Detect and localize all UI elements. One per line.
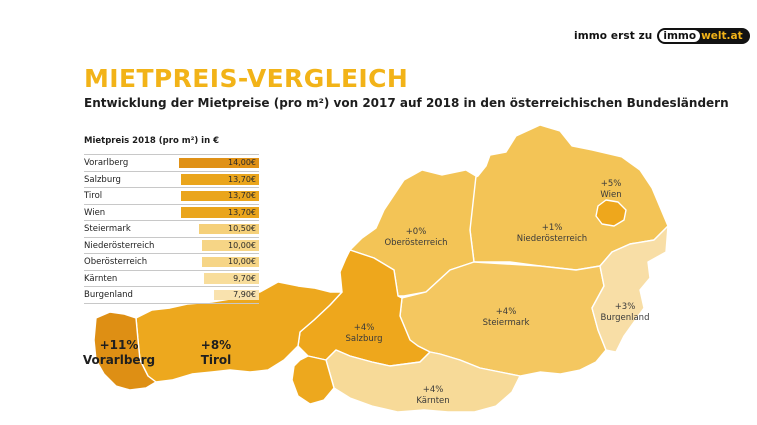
legend-bar: 13,70€ xyxy=(181,190,259,201)
label-name: Burgenland xyxy=(600,313,650,323)
legend-price-value: 13,70€ xyxy=(228,207,256,217)
legend-bar: 14,00€ xyxy=(179,157,259,168)
label-oberoesterreich: +0% Oberösterreich xyxy=(384,227,447,249)
label-name: Vorarlberg xyxy=(82,353,156,367)
legend-row: Salzburg 13,70€ xyxy=(84,172,259,188)
legend-price-value: 14,00€ xyxy=(228,158,256,167)
region-burgenland xyxy=(591,225,669,353)
region-vorarlberg xyxy=(93,311,157,391)
legend-region-name: Niederösterreich xyxy=(84,240,155,251)
label-change: +3% xyxy=(614,302,636,312)
legend-row: Tirol 13,70€ xyxy=(84,188,259,205)
region-kaernten xyxy=(325,349,521,413)
label-salzburg: +4% Salzburg xyxy=(346,323,383,345)
region-oberoesterreich xyxy=(349,169,477,297)
legend-region-name: Burgenland xyxy=(84,290,133,300)
legend-price-value: 13,70€ xyxy=(228,191,256,200)
legend-region-name: Steiermark xyxy=(84,224,131,234)
page-subtitle: Entwicklung der Mietpreise (pro m²) von … xyxy=(84,96,729,110)
region-wien xyxy=(595,199,627,227)
legend-row: Kärnten 9,70€ xyxy=(84,271,259,287)
label-name: Niederösterreich xyxy=(516,234,588,244)
legend-price-value: 9,70€ xyxy=(233,273,256,283)
legend-row: Niederösterreich 10,00€ xyxy=(84,238,259,254)
region-osttirol xyxy=(291,355,335,405)
legend-bar: 10,00€ xyxy=(202,256,259,267)
legend-title: Mietpreis 2018 (pro m²) in € xyxy=(84,136,220,146)
legend-region-name: Tirol xyxy=(84,191,103,201)
legend-bar: 10,50€ xyxy=(199,223,259,234)
legend-row: Steiermark 10,50€ xyxy=(84,221,259,238)
label-name: Steiermark xyxy=(482,318,530,328)
page-title: MIETPREIS-VERGLEICH xyxy=(84,64,409,93)
label-burgenland: +3% Burgenland xyxy=(601,302,650,324)
legend-row: Vorarlberg 14,00€ xyxy=(84,154,259,172)
label-steiermark: +4% Steiermark xyxy=(483,307,530,329)
label-change: +1% xyxy=(541,223,563,233)
legend-row: Wien 13,70€ xyxy=(84,205,259,221)
legend-row: Oberösterreich 10,00€ xyxy=(84,254,259,271)
label-change: +0% xyxy=(405,227,427,237)
label-change: +11% xyxy=(99,338,139,352)
legend-row: Burgenland 7,90€ xyxy=(84,287,259,304)
legend-region-name: Wien xyxy=(84,207,106,218)
label-change: +5% xyxy=(600,179,622,189)
label-vorarlberg: +11% Vorarlberg xyxy=(83,338,155,368)
label-change: +4% xyxy=(495,307,517,317)
brand-prefix: immo erst zu xyxy=(574,30,653,42)
label-name: Salzburg xyxy=(345,334,383,344)
legend-price-value: 10,50€ xyxy=(228,224,256,233)
label-name: Kärnten xyxy=(416,396,450,406)
immowelt-logo: immo welt.at xyxy=(657,28,750,44)
label-name: Tirol xyxy=(200,353,232,367)
legend-price-value: 7,90€ xyxy=(233,290,256,299)
legend-bar: 10,00€ xyxy=(202,240,259,251)
legend-region-name: Salzburg xyxy=(84,174,121,185)
logo-immo-text: immo xyxy=(659,30,701,42)
label-name: Wien xyxy=(600,190,622,200)
brand-logo: immo erst zu immo welt.at xyxy=(574,28,750,44)
legend-bar: 13,70€ xyxy=(181,207,259,218)
label-change: +8% xyxy=(200,338,232,352)
label-niederoesterreich: +1% Niederösterreich xyxy=(517,223,587,245)
legend-price-value: 13,70€ xyxy=(228,174,256,184)
legend-bar: 9,70€ xyxy=(204,273,259,284)
legend-price-value: 10,00€ xyxy=(228,257,256,266)
legend-region-name: Vorarlberg xyxy=(84,158,129,168)
legend-bar: 13,70€ xyxy=(181,174,259,185)
price-legend: Mietpreis 2018 (pro m²) in € Vorarlberg 1… xyxy=(84,136,259,304)
region-tirol xyxy=(135,281,343,383)
legend-price-value: 10,00€ xyxy=(228,240,256,250)
label-kaernten: +4% Kärnten xyxy=(416,385,449,407)
label-change: +4% xyxy=(422,385,444,395)
legend-region-name: Kärnten xyxy=(84,273,118,284)
label-wien: +5% Wien xyxy=(600,179,621,201)
label-name: Oberösterreich xyxy=(384,238,448,248)
label-tirol: +8% Tirol xyxy=(201,338,232,368)
legend-bar: 7,90€ xyxy=(214,289,259,300)
logo-welt-text: welt.at xyxy=(701,30,743,42)
legend-rows: Vorarlberg 14,00€ Salzburg 13,70€ Tirol 13,70… xyxy=(84,154,259,304)
legend-region-name: Oberösterreich xyxy=(84,257,148,267)
label-change: +4% xyxy=(353,323,375,333)
